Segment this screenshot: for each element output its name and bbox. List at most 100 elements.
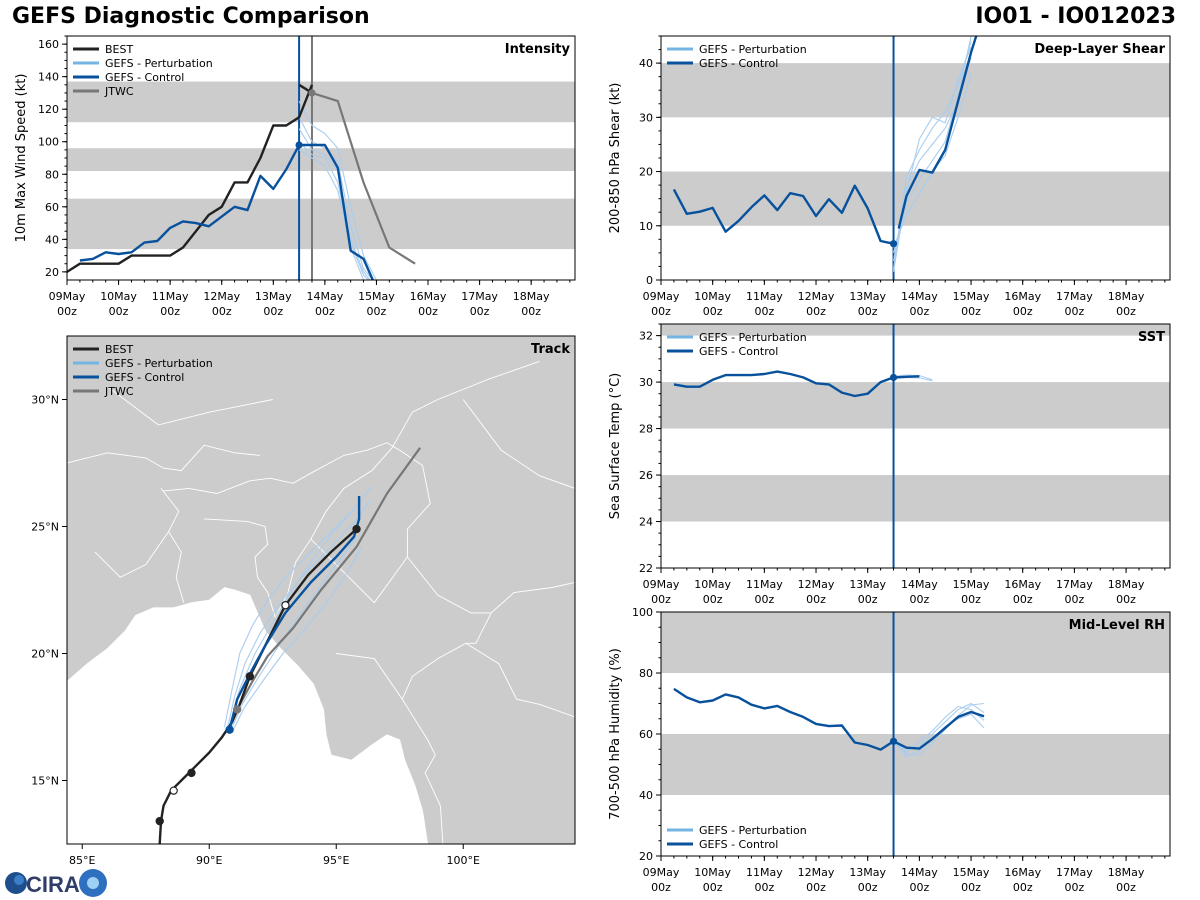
intensity-series-gefs-perturbation-0	[298, 100, 377, 280]
intensity-ytick-label-160: 160	[38, 38, 59, 51]
track-legend-label-best: BEST	[105, 343, 133, 356]
track-ytick-label-1: 20°N	[31, 648, 59, 661]
sst-band-2	[661, 324, 1170, 336]
sst-xtick-label-4: 13May	[849, 578, 886, 591]
sst-xtick-label-2: 11May	[746, 578, 783, 591]
shear-xtick-label-5: 14May	[901, 290, 938, 303]
shear-xtick-sub-5: 00z	[909, 305, 929, 318]
rh-series-gefs-perturbation-3	[893, 705, 985, 753]
track-border-14	[107, 386, 273, 426]
rh-xtick-label-1: 10May	[694, 866, 731, 879]
intensity-xtick-sub-8: 00z	[470, 305, 490, 318]
shear-ytick-label-0: 0	[646, 274, 653, 287]
shear-series-gefs-perturbation-2	[892, 36, 972, 254]
intensity-ytick-label-40: 40	[45, 233, 59, 246]
intensity-xtick-label-8: 17May	[461, 290, 498, 303]
track-border-4	[399, 449, 492, 614]
chart-sst: 22 24 26 28 30 32 09May 00z 10May 00z 11May 00z 12Ma…	[608, 323, 1171, 606]
intensity-ytick-label-100: 100	[38, 136, 59, 149]
sst-xtick-label-3: 12May	[798, 578, 835, 591]
rh-xtick-sub-2: 00z	[754, 881, 774, 894]
track-border-1	[160, 488, 185, 603]
rh-ytick-label-60: 60	[639, 728, 653, 741]
rh-xtick-label-6: 15May	[953, 866, 990, 879]
sst-xtick-sub-2: 00z	[754, 593, 774, 606]
shear-ytick-label-20: 20	[639, 166, 653, 179]
intensity-series-best-6	[67, 84, 314, 273]
intensity-band-2	[67, 81, 575, 123]
sst-xtick-label-7: 16May	[1004, 578, 1041, 591]
shear-xtick-label-7: 16May	[1004, 290, 1041, 303]
intensity-legend-label-gefs-control: GEFS - Control	[105, 71, 184, 84]
track-border-12	[310, 538, 408, 604]
track-legend-label-gefs-perturbation: GEFS - Perturbation	[105, 357, 213, 370]
sst-xtick-sub-7: 00z	[1013, 593, 1033, 606]
intensity-xtick-sub-6: 00z	[367, 305, 387, 318]
track-border-7	[490, 581, 575, 614]
sst-plot-layer	[661, 324, 1170, 568]
track-series-gefs-perturbation-2	[229, 485, 373, 725]
rh-title: Mid-Level RH	[1069, 618, 1165, 633]
shear-legend-label-gefs-perturbation: GEFS - Perturbation	[699, 43, 807, 56]
intensity-series-gefs-perturbation-3	[298, 141, 370, 280]
cira-logo: CIRA	[5, 869, 107, 897]
shear-legend-label-gefs-control: GEFS - Control	[699, 57, 778, 70]
sst-ylabel: Sea Surface Temp (°C)	[608, 373, 623, 520]
intensity-legend-label-gefs-perturbation: GEFS - Perturbation	[105, 57, 213, 70]
rh-xtick-sub-0: 00z	[651, 881, 671, 894]
rh-xtick-label-0: 09May	[643, 866, 680, 879]
shear-xtick-sub-4: 00z	[858, 305, 878, 318]
chart-intensity: 20 40 60 80 100 120 140 160 09May 00z 10May 00z 11Ma…	[14, 35, 576, 318]
shear-xtick-sub-1: 00z	[703, 305, 723, 318]
rh-xtick-label-3: 12May	[798, 866, 835, 879]
sst-xtick-label-0: 09May	[643, 578, 680, 591]
shear-xtick-label-1: 10May	[694, 290, 731, 303]
rh-band-0	[661, 734, 1170, 795]
sst-band-1	[661, 382, 1170, 429]
track-border-6	[391, 360, 540, 449]
sst-xtick-label-9: 18May	[1108, 578, 1145, 591]
rh-xtick-label-9: 18May	[1108, 866, 1145, 879]
rh-xtick-label-5: 14May	[901, 866, 938, 879]
sst-xtick-label-8: 17May	[1056, 578, 1093, 591]
track-marker-best-1	[169, 786, 178, 795]
figure-title: GEFS Diagnostic Comparison	[12, 4, 370, 29]
intensity-band-0	[67, 198, 575, 250]
track-border-2	[204, 518, 276, 619]
intensity-ytick-label-20: 20	[45, 266, 59, 279]
intensity-title: Intensity	[505, 42, 571, 57]
track-border-3	[274, 447, 393, 619]
intensity-ytick-label-120: 120	[38, 103, 59, 116]
track-plot-layer	[67, 336, 575, 844]
rh-xtick-sub-6: 00z	[961, 881, 981, 894]
rh-marker-gefs-control-0	[889, 737, 898, 745]
track-xtick-label-2: 95°E	[323, 854, 349, 867]
intensity-legend-label-jtwc: JTWC	[104, 85, 134, 98]
intensity-xtick-label-3: 12May	[203, 290, 240, 303]
track-ytick-label-2: 25°N	[31, 521, 59, 534]
shear-xtick-label-8: 17May	[1056, 290, 1093, 303]
intensity-xtick-label-6: 15May	[358, 290, 395, 303]
sst-ytick-label-32: 32	[639, 330, 653, 343]
shear-xtick-label-0: 09May	[643, 290, 680, 303]
shear-xtick-sub-3: 00z	[806, 305, 826, 318]
intensity-legend-label-best: BEST	[105, 43, 133, 56]
sst-xtick-sub-1: 00z	[703, 593, 723, 606]
rh-xtick-label-8: 17May	[1056, 866, 1093, 879]
intensity-xtick-sub-9: 00z	[521, 305, 541, 318]
sst-ytick-label-28: 28	[639, 423, 653, 436]
track-marker-best-5	[352, 524, 361, 534]
sst-legend-label-gefs-control: GEFS - Control	[699, 345, 778, 358]
shear-ylabel: 200-850 hPa Shear (kt)	[608, 83, 623, 234]
intensity-xtick-label-2: 11May	[152, 290, 189, 303]
track-xtick-label-1: 90°E	[196, 854, 222, 867]
intensity-series-gefs-perturbation-1	[298, 117, 374, 280]
intensity-xtick-label-5: 14May	[306, 290, 343, 303]
track-legend-label-gefs-control: GEFS - Control	[105, 371, 184, 384]
track-series-gefs-perturbation-3	[231, 546, 363, 733]
intensity-xtick-sub-3: 00z	[212, 305, 232, 318]
